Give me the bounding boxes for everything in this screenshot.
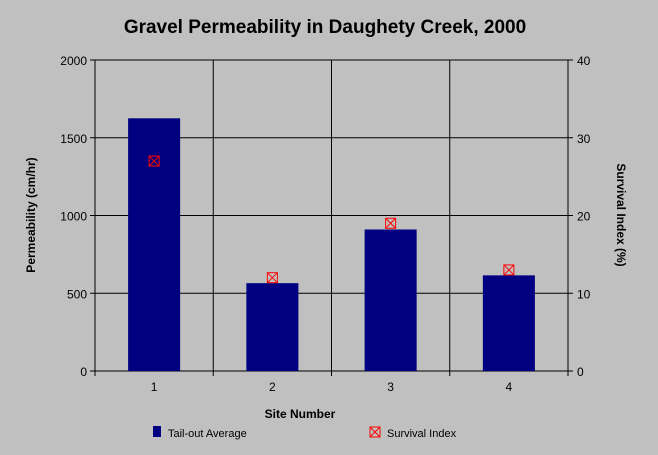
y2-tick-label: 20: [577, 210, 591, 224]
survival-index-point: [503, 264, 515, 276]
legend-label-bar: Tail-out Average: [168, 428, 247, 440]
chart-title: Gravel Permeability in Daughety Creek, 2…: [124, 17, 526, 38]
bar: [246, 283, 299, 371]
legend-label-marker: Survival Index: [387, 428, 457, 440]
x-tick-label: 1: [151, 380, 158, 394]
x-tick-label: 4: [506, 380, 513, 394]
y-tick-label: 0: [80, 365, 87, 379]
y2-tick-label: 10: [577, 287, 591, 301]
y2-axis-label: Survival Index (%): [614, 163, 628, 266]
x-tick-label: 2: [269, 380, 276, 394]
y2-tick-label: 0: [577, 365, 584, 379]
survival-index-point: [148, 155, 160, 167]
y-tick-label: 500: [67, 287, 87, 301]
x-tick-label: 3: [387, 380, 394, 394]
bar: [482, 275, 535, 371]
y2-tick-label: 40: [577, 54, 591, 68]
legend-marker-icon: [369, 426, 381, 438]
survival-index-point: [385, 217, 397, 229]
y-axis-label: Permeability (cm/hr): [24, 157, 38, 272]
y-tick-label: 1000: [60, 210, 87, 224]
legend: Tail-out Average Survival Index: [153, 426, 457, 440]
survival-index-series: [148, 155, 515, 284]
axis-ticks: 0 500 1000 1500 2000 0 10 20 30 40 1 2 3 4: [60, 54, 590, 394]
x-axis-label: Site Number: [265, 407, 336, 421]
survival-index-point: [266, 272, 278, 284]
bar: [364, 229, 417, 371]
y2-tick-label: 30: [577, 132, 591, 146]
y-tick-label: 1500: [60, 132, 87, 146]
y-tick-label: 2000: [60, 54, 87, 68]
bar-series: [128, 118, 535, 371]
legend-swatch-bar: [153, 426, 161, 437]
